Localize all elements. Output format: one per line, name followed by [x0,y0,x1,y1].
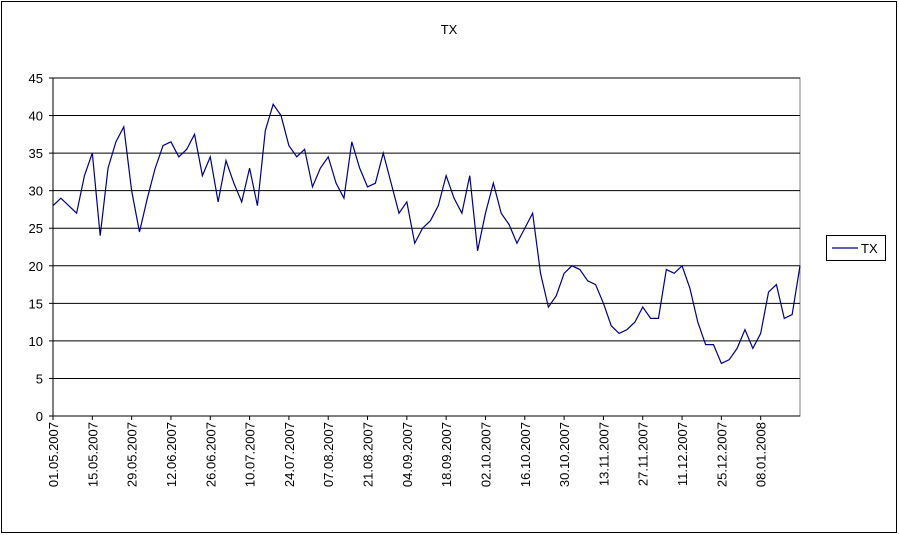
x-tick-label: 04.09.2007 [400,422,415,487]
x-tick-label: 25.12.2007 [714,422,729,487]
data-line [52,102,801,365]
y-tick-label: 20 [29,259,43,274]
x-tick-label: 30.10.2007 [557,422,572,487]
y-tick-label: 0 [36,409,43,424]
x-tick-label: 27.11.2007 [636,422,651,486]
x-tick-label: 02.10.2007 [478,422,493,487]
x-tick-label: 12.06.2007 [164,422,179,487]
x-tick-label: 08.01.2008 [754,422,769,487]
y-tick-label: 45 [29,71,43,86]
x-tick-label: 01.05.2007 [46,422,61,487]
x-tick-label: 24.07.2007 [282,422,297,487]
y-tick-label: 30 [29,184,43,199]
y-tick-label: 10 [29,334,43,349]
x-tick-label: 16.10.2007 [518,422,533,487]
x-tick-label: 15.05.2007 [85,422,100,487]
x-tick-label: 13.11.2007 [596,422,611,486]
legend-label: TX [861,241,878,256]
x-tick-label: 11.12.2007 [675,422,690,486]
x-tick-label: 21.08.2007 [361,422,376,487]
chart-title: TX [441,22,458,37]
plot-area [52,77,801,417]
y-tick-label: 40 [29,109,43,124]
legend: TX [826,235,886,261]
y-tick-label: 35 [29,146,43,161]
y-tick-label: 15 [29,296,43,311]
y-tick-label: 25 [29,221,43,236]
x-tick-label: 18.09.2007 [439,422,454,487]
x-tick-label: 07.08.2007 [321,422,336,487]
x-tick-label: 26.06.2007 [203,422,218,487]
y-tick-label: 5 [36,371,43,386]
x-tick-label: 29.05.2007 [125,422,140,487]
x-tick-label: 10.07.2007 [243,422,258,487]
